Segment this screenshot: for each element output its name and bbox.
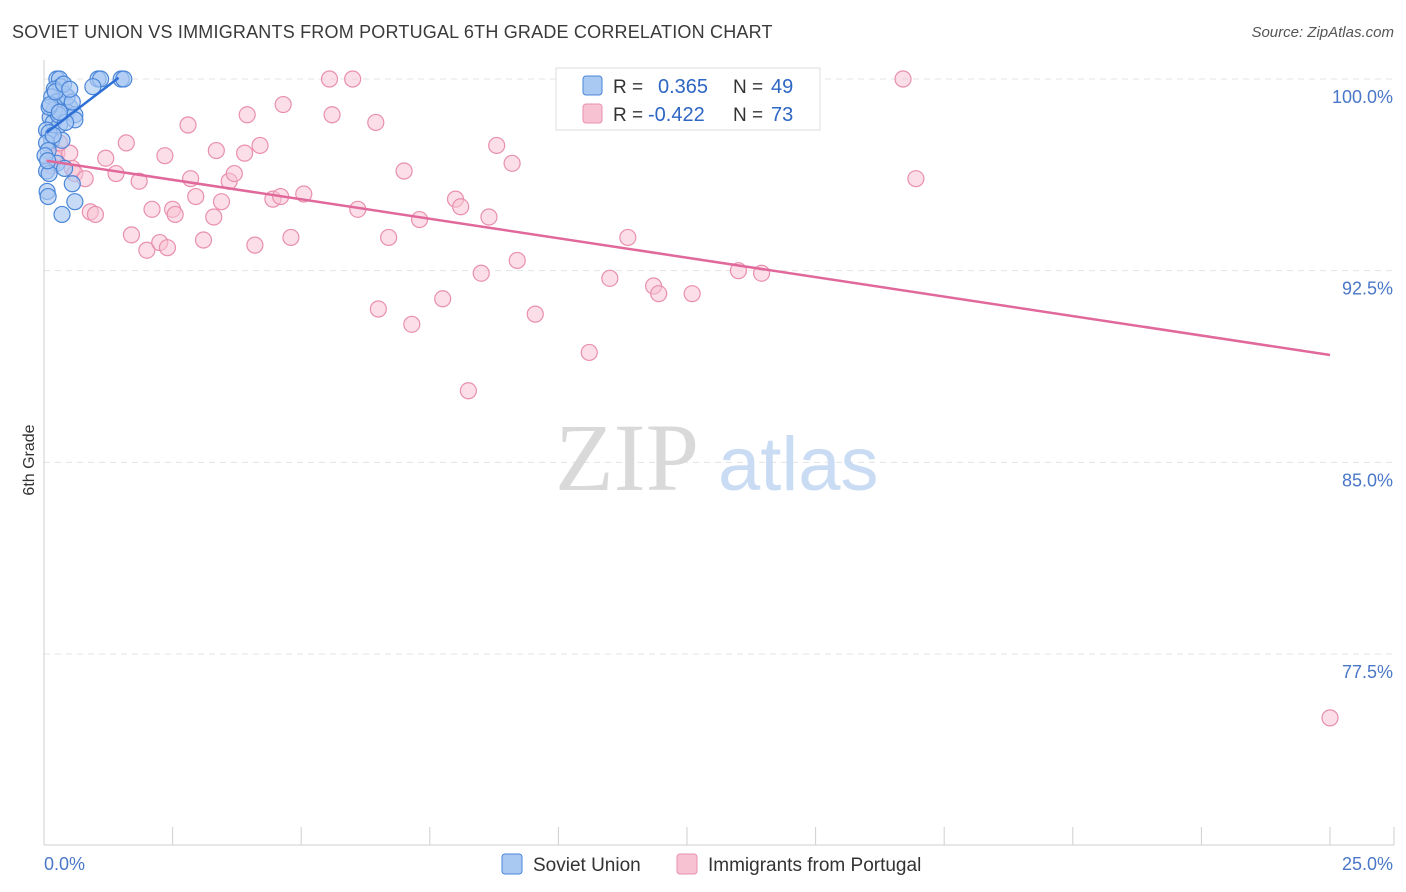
portugal-point-9 (97, 149, 115, 167)
portugal-point-32 (246, 236, 264, 254)
portugal-point-59 (580, 343, 598, 362)
y-tick-label-1: 92.5% (1342, 279, 1393, 299)
soviet-point-9 (84, 78, 102, 96)
soviet-points (36, 70, 133, 224)
portugal-point-23 (187, 187, 205, 206)
portugal-point-21 (179, 116, 197, 134)
portugal-point-40 (323, 106, 341, 124)
watermark-zip: ZIP (555, 404, 699, 511)
portugal-point-37 (282, 228, 300, 247)
portugal-point-30 (236, 144, 254, 162)
legend-n-label-portugal: N = (733, 105, 763, 126)
legend-swatch-soviet (582, 75, 603, 96)
portugal-point-41 (344, 70, 362, 88)
bottom-legend-portugal: Immigrants from Portugal (708, 855, 921, 876)
y-tick-labels: 100.0% 92.5% 85.0% 77.5% (1332, 87, 1393, 682)
y-axis-title: 6th Grade (21, 424, 38, 495)
portugal-point-43 (367, 113, 385, 132)
bottom-legend-swatch-portugal (676, 853, 698, 875)
portugal-point-44 (369, 300, 387, 318)
legend-r-label-soviet: R = (613, 77, 643, 98)
soviet-point-31 (39, 187, 57, 206)
portugal-point-47 (403, 315, 421, 333)
portugal-point-31 (238, 106, 256, 124)
bottom-legend-swatch-soviet (501, 853, 523, 875)
portugal-point-45 (380, 228, 398, 247)
portugal-point-48 (410, 210, 429, 229)
soviet-trendline (45, 76, 120, 134)
portugal-point-49 (434, 290, 452, 308)
soviet-point-43 (50, 103, 69, 121)
soviet-point-29 (63, 175, 81, 193)
portugal-point-15 (143, 200, 161, 218)
soviet-point-45 (44, 126, 62, 144)
watermark: ZIP atlas (555, 404, 879, 511)
x-tick-labels: 0.0% 25.0% (44, 854, 1393, 874)
portugal-point-25 (205, 208, 223, 226)
legend-n-value-soviet: 49 (771, 76, 793, 98)
portugal-point-57 (508, 251, 526, 270)
source-label: Source: ZipAtlas.com (1251, 24, 1394, 41)
portugal-point-26 (207, 141, 225, 160)
portugal-point-17 (158, 239, 177, 257)
chart-title: SOVIET UNION VS IMMIGRANTS FROM PORTUGAL… (12, 22, 773, 42)
portugal-point-71 (1321, 709, 1339, 727)
axes (43, 60, 1395, 846)
x-tick-label-0: 0.0% (44, 854, 85, 874)
portugal-point-58 (526, 305, 544, 323)
portugal-points (43, 70, 1339, 727)
portugal-point-27 (212, 193, 231, 211)
soviet-point-33 (53, 205, 71, 224)
portugal-point-10 (107, 164, 125, 183)
portugal-point-24 (194, 231, 213, 249)
bottom-legend-soviet: Soviet Union (533, 855, 641, 876)
watermark-atlas: atlas (718, 422, 879, 507)
soviet-point-32 (66, 193, 84, 211)
portugal-point-46 (395, 162, 413, 180)
gridlines (44, 78, 1394, 655)
portugal-point-14 (138, 241, 156, 259)
portugal-point-18 (156, 147, 174, 165)
portugal-point-70 (907, 170, 925, 188)
portugal-point-52 (459, 382, 477, 400)
legend-box: R = 0.365 N = 49 R = -0.422 N = 73 (555, 67, 821, 131)
y-tick-label-3: 77.5% (1342, 662, 1393, 682)
portugal-point-64 (683, 285, 701, 303)
y-tick-label-2: 85.0% (1342, 470, 1393, 490)
y-tick-label-0: 100.0% (1332, 87, 1393, 107)
soviet-point-48 (61, 80, 79, 98)
trendlines (45, 76, 1331, 357)
bottom-legend: Soviet Union Immigrants from Portugal (501, 853, 921, 876)
legend-r-value-soviet: 0.365 (658, 76, 708, 98)
portugal-point-69 (894, 70, 912, 88)
x-tick-label-1: 25.0% (1342, 854, 1393, 874)
portugal-trendline (46, 159, 1331, 357)
portugal-point-61 (619, 228, 637, 247)
portugal-point-29 (225, 164, 243, 183)
legend-r-label-portugal: R = (613, 105, 643, 126)
legend-swatch-portugal (582, 103, 603, 124)
portugal-point-60 (601, 269, 619, 287)
portugal-point-11 (117, 134, 135, 152)
portugal-point-53 (472, 264, 490, 282)
portugal-point-63 (650, 285, 668, 303)
portugal-point-20 (166, 205, 184, 224)
legend-n-value-portugal: 73 (771, 104, 793, 126)
portugal-point-56 (503, 154, 521, 172)
portugal-point-39 (320, 70, 339, 88)
legend-r-value-portugal: -0.422 (648, 104, 705, 126)
portugal-point-33 (251, 136, 269, 155)
portugal-point-8 (86, 205, 105, 224)
portugal-point-13 (130, 172, 148, 190)
legend-n-label-soviet: N = (733, 77, 763, 98)
portugal-point-51 (452, 198, 470, 216)
portugal-point-54 (480, 208, 498, 226)
portugal-point-12 (122, 226, 141, 244)
portugal-point-36 (274, 95, 292, 114)
portugal-point-55 (488, 136, 506, 155)
